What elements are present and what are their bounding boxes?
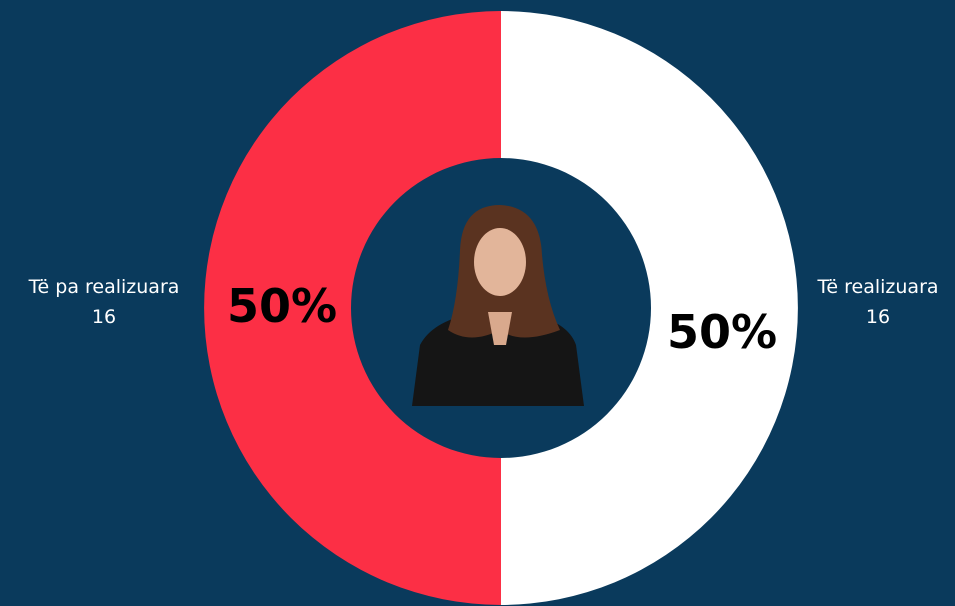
donut (204, 11, 798, 605)
percent-label: 50% (227, 279, 337, 333)
portrait-neck (488, 312, 512, 345)
count-label: 16 (866, 306, 890, 328)
portrait (412, 205, 584, 406)
percent-label: 50% (667, 305, 777, 359)
portrait-face (474, 228, 526, 296)
portrait-body (412, 314, 584, 406)
category-label: Të pa realizuara (28, 276, 180, 298)
count-label: 16 (92, 306, 116, 328)
donut-slice (501, 11, 798, 605)
category-label: Të realizuara (816, 276, 938, 298)
donut-slice (204, 11, 501, 605)
